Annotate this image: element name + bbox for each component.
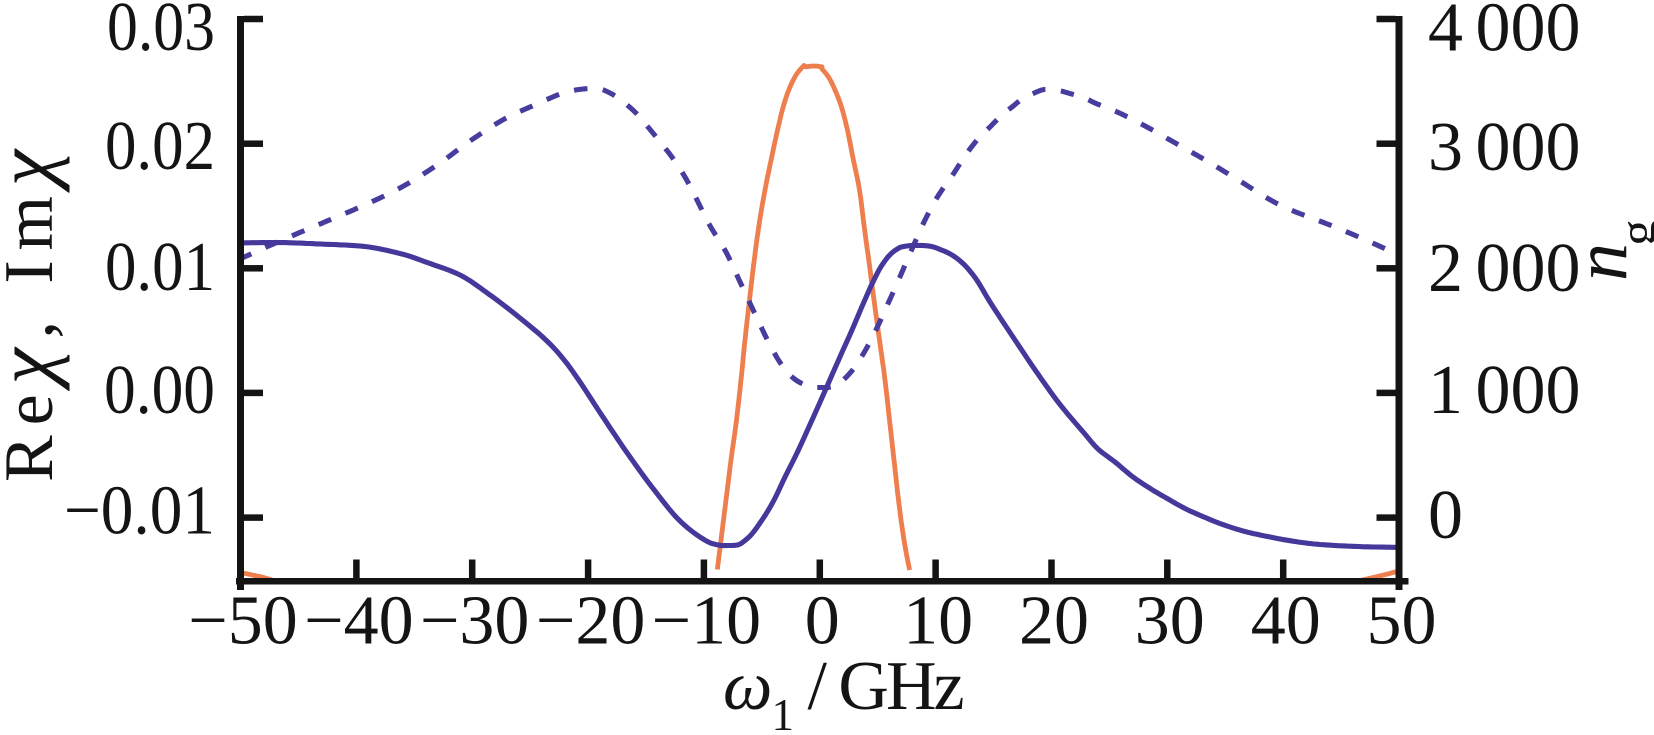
svg-text:0.03: 0.03 xyxy=(107,0,215,66)
svg-text:−10: −10 xyxy=(652,583,761,660)
svg-text:20: 20 xyxy=(1019,583,1089,660)
svg-text:−40: −40 xyxy=(304,583,413,660)
svg-text:30: 30 xyxy=(1135,583,1205,660)
svg-text:ng: ng xyxy=(1559,220,1654,282)
svg-text:50: 50 xyxy=(1367,583,1437,660)
svg-text:0.02: 0.02 xyxy=(105,108,215,185)
svg-text:1 000: 1 000 xyxy=(1428,352,1581,429)
svg-text:10: 10 xyxy=(903,583,973,660)
svg-text:2 000: 2 000 xyxy=(1428,230,1581,307)
svg-text:−50: −50 xyxy=(188,583,297,660)
svg-text:4 000: 4 000 xyxy=(1428,0,1581,67)
svg-text:0: 0 xyxy=(1428,477,1463,554)
svg-text:−30: −30 xyxy=(420,583,529,660)
svg-text:0.01: 0.01 xyxy=(105,229,215,306)
svg-text:3 000: 3 000 xyxy=(1428,109,1581,186)
svg-text:0: 0 xyxy=(805,583,840,660)
svg-text:ω1 / GHz: ω1 / GHz xyxy=(723,648,963,735)
svg-text:−0.01: −0.01 xyxy=(64,473,215,550)
svg-text:40: 40 xyxy=(1251,583,1321,660)
svg-text:−20: −20 xyxy=(536,583,645,660)
svg-text:0.00: 0.00 xyxy=(104,352,215,429)
